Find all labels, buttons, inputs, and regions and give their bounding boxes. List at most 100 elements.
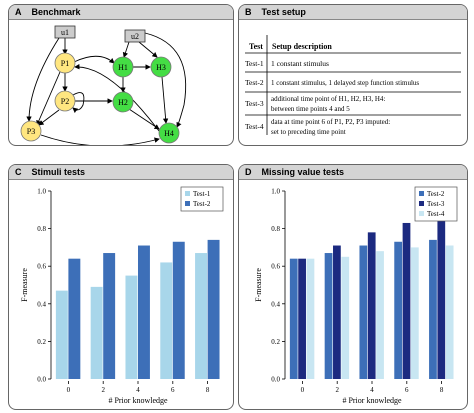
legend-swatch: [419, 191, 424, 196]
x-tick-label: 4: [136, 386, 140, 394]
bar: [172, 241, 185, 379]
y-tick-label: 0.0: [37, 376, 46, 384]
node-p1-label: P1: [61, 59, 69, 68]
panel-letter: D: [245, 167, 252, 177]
missing-value-bar-chart: 0.0 0.2 0.4 0.6 0.8 1.0 F-measure 0 2 4 6 8 # Prior …: [254, 186, 458, 405]
panel-test-setup: B Test setup Test Setup description Test…: [238, 4, 468, 146]
bar: [367, 232, 376, 379]
x-tick-label: 4: [370, 386, 374, 394]
table-header-test: Test: [249, 42, 263, 51]
x-tick-label: 2: [101, 386, 105, 394]
node-p2-label: P2: [61, 97, 69, 106]
panel-title: Stimuli tests: [31, 167, 86, 177]
input-node-u2-label: u2: [131, 32, 139, 41]
table-cell-description: additional time point of H1, H2, H3, H4:: [271, 95, 385, 103]
node-h2: [112, 91, 134, 113]
legend-swatch: [419, 201, 424, 206]
bar: [103, 253, 116, 379]
edge-p3-h4: [40, 134, 160, 145]
y-tick-label: 0.8: [271, 225, 280, 233]
table-cell-description: data at time point 6 of P1, P2, P3 imput…: [271, 118, 390, 126]
bar: [195, 253, 207, 379]
bar: [55, 290, 68, 379]
x-axis-label: # Prior knowledge: [108, 396, 168, 405]
x-tick-label: 2: [335, 386, 339, 394]
edge-u2-h3: [138, 41, 158, 58]
panel-benchmark: A Benchmark: [8, 4, 234, 146]
x-tick-label: 6: [405, 386, 409, 394]
y-tick-label: 0.6: [271, 263, 280, 271]
node-p3: [20, 120, 42, 142]
panel-letter: B: [245, 7, 252, 17]
network-diagram: u1 u2 P1 P2 P3 H1 H2 H3 H4: [20, 25, 187, 145]
x-tick-label: 0: [301, 386, 305, 394]
bar: [68, 258, 81, 379]
table-cell-test: Test-4: [245, 122, 264, 131]
edge-p2-self: [72, 92, 85, 113]
node-p1: [54, 52, 76, 74]
edge-h3-h4: [161, 76, 169, 124]
bar: [289, 258, 298, 379]
y-axis-label: F-measure: [254, 268, 263, 302]
network-edges: [26, 32, 187, 145]
table-cell-description: 1 constant stimulus, 1 delayed step func…: [271, 79, 419, 87]
node-h1: [112, 56, 134, 78]
x-axis-label: # Prior knowledge: [342, 396, 402, 405]
node-h4: [158, 122, 180, 144]
y-tick-label: 1.0: [271, 188, 280, 196]
node-h3-label: H3: [156, 63, 166, 72]
table-cell-description: 1 constant stimulus: [271, 59, 329, 68]
node-h3: [150, 56, 172, 78]
bar: [125, 275, 138, 379]
bar: [207, 239, 220, 379]
bar: [324, 253, 333, 379]
table-cell-description: set to preceding time point: [271, 128, 346, 136]
bar: [437, 217, 446, 379]
edge-h4-p1: [74, 64, 160, 132]
legend-label: Test-3: [427, 200, 445, 208]
bar: [333, 245, 341, 379]
bar: [429, 239, 437, 379]
y-tick-label: 0.4: [271, 300, 280, 308]
panel-missing-value-tests: D Missing value tests 0.0 0.2 0.4 0.6 0.8 1.0…: [238, 164, 468, 410]
y-tick-label: 1.0: [37, 188, 46, 196]
x-tick-label: 8: [206, 386, 210, 394]
node-h4-label: H4: [164, 129, 174, 138]
setup-table: Test Setup description Test-1 1 constant…: [245, 35, 461, 136]
legend-label: Test-2: [427, 190, 445, 198]
table-cell-test: Test-2: [245, 78, 264, 87]
legend-swatch: [185, 201, 190, 206]
input-node-u1: [54, 25, 76, 39]
node-h1-label: H1: [118, 63, 128, 72]
bar: [394, 241, 403, 379]
edge-h2-h4: [128, 108, 160, 130]
panel-test-setup-title-bar: B Test setup: [239, 5, 467, 20]
input-node-u2: [124, 29, 146, 43]
bar: [160, 262, 173, 379]
legend-label: Test-1: [193, 190, 211, 198]
y-axis-label: F-measure: [20, 268, 29, 302]
bar: [298, 258, 306, 379]
table-cell-description: between time points 4 and 5: [271, 105, 350, 113]
node-h2-label: H2: [118, 98, 128, 107]
bar: [341, 256, 350, 379]
panel-stimuli-tests: C Stimuli tests 0.0 0.2 0.4 0.6 0.8 1.0 F-meas…: [8, 164, 234, 410]
edge-u2-h4: [144, 32, 187, 128]
panel-stimuli-title-bar: C Stimuli tests: [9, 165, 233, 180]
panel-title: Missing value tests: [261, 167, 345, 177]
y-tick-label: 0.2: [37, 338, 46, 346]
legend-swatch: [419, 211, 424, 216]
panel-title: Benchmark: [31, 7, 81, 17]
x-tick-label: 0: [67, 386, 71, 394]
bar: [402, 222, 411, 379]
y-tick-label: 0.4: [37, 300, 46, 308]
edge-u1-p3: [26, 37, 60, 122]
panel-missing-title-bar: D Missing value tests: [239, 165, 467, 180]
edge-p1-h1: [73, 55, 115, 64]
bar: [376, 251, 384, 379]
bar: [445, 245, 454, 379]
edge-p1-p3: [36, 71, 61, 126]
table-cell-test: Test-1: [245, 59, 264, 68]
edge-p2-p3: [38, 109, 60, 126]
table-header-description: Setup description: [272, 42, 332, 51]
